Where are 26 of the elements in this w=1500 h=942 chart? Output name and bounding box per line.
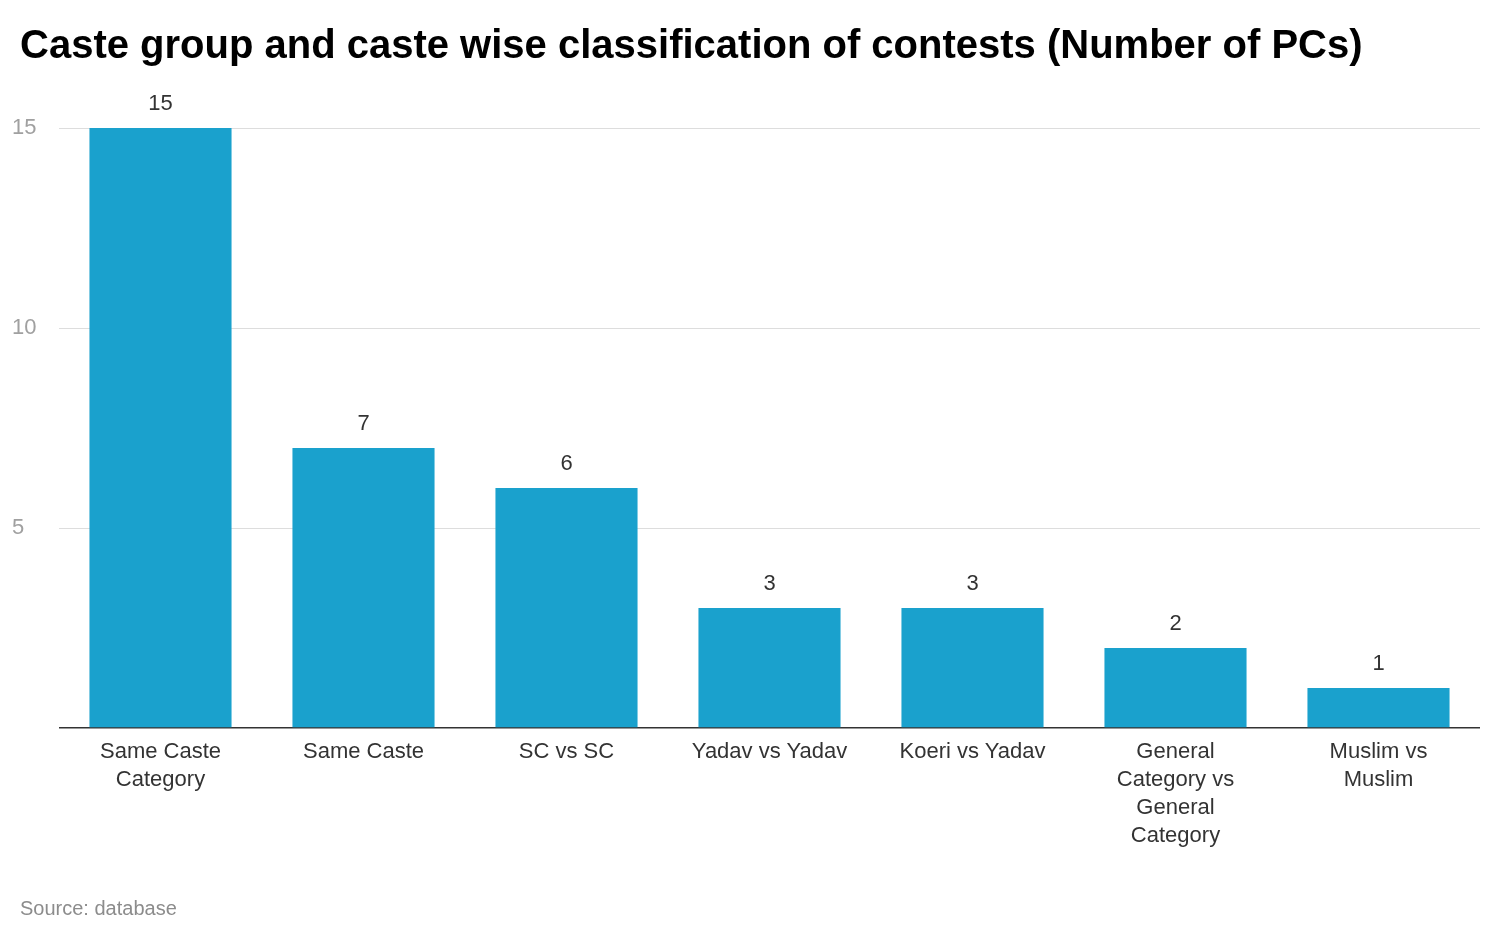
x-tick-label: Same Caste Category [99, 738, 222, 791]
x-tick-label: Yadav vs Yadav [691, 738, 848, 764]
data-label: 1 [1372, 650, 1385, 676]
data-label: 3 [763, 570, 776, 596]
x-tick-label: Muslim vs Muslim [1329, 738, 1428, 791]
bar [698, 608, 841, 728]
data-label: 15 [148, 90, 173, 116]
bar [901, 608, 1044, 728]
x-tick-label: Koeri vs Yadav [899, 738, 1046, 764]
bar [1307, 688, 1450, 728]
data-label: 7 [357, 410, 370, 436]
x-tick-label: General Category vs General Category [1116, 738, 1235, 847]
x-tick-label: Same Caste [302, 738, 425, 764]
y-tick-label: 5 [12, 514, 25, 540]
bar [1104, 648, 1247, 728]
x-tick-label: SC vs SC [518, 738, 615, 764]
bar [89, 128, 232, 728]
data-label: 3 [966, 570, 979, 596]
y-tick-label: 10 [12, 314, 37, 340]
y-tick-label: 15 [12, 114, 37, 140]
source-note: Source: database [19, 896, 178, 920]
bar [495, 488, 638, 728]
data-label: 6 [560, 450, 573, 476]
data-label: 2 [1169, 610, 1182, 636]
bar [292, 448, 435, 728]
chart-title: Caste group and caste wise classification of contests (Number of PCs) [19, 21, 1364, 68]
